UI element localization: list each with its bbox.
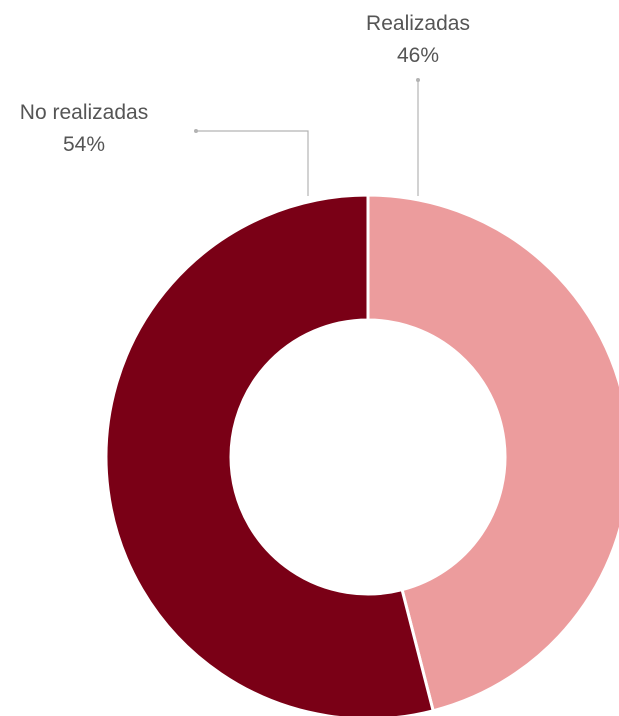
slice-realizadas bbox=[366, 193, 619, 713]
leader-line-no-realizadas bbox=[196, 130, 309, 196]
category-label-realizadas: Realizadas bbox=[366, 12, 470, 35]
value-label-no-realizadas: 54% bbox=[63, 133, 105, 156]
donut-slices bbox=[104, 193, 619, 716]
category-label-no-realizadas: No realizadas bbox=[20, 101, 148, 124]
leader-dot-realizadas bbox=[416, 78, 420, 82]
leader-dot-no-realizadas bbox=[194, 129, 198, 133]
slice-no-realizadas bbox=[104, 193, 435, 716]
value-label-realizadas: 46% bbox=[397, 44, 439, 67]
